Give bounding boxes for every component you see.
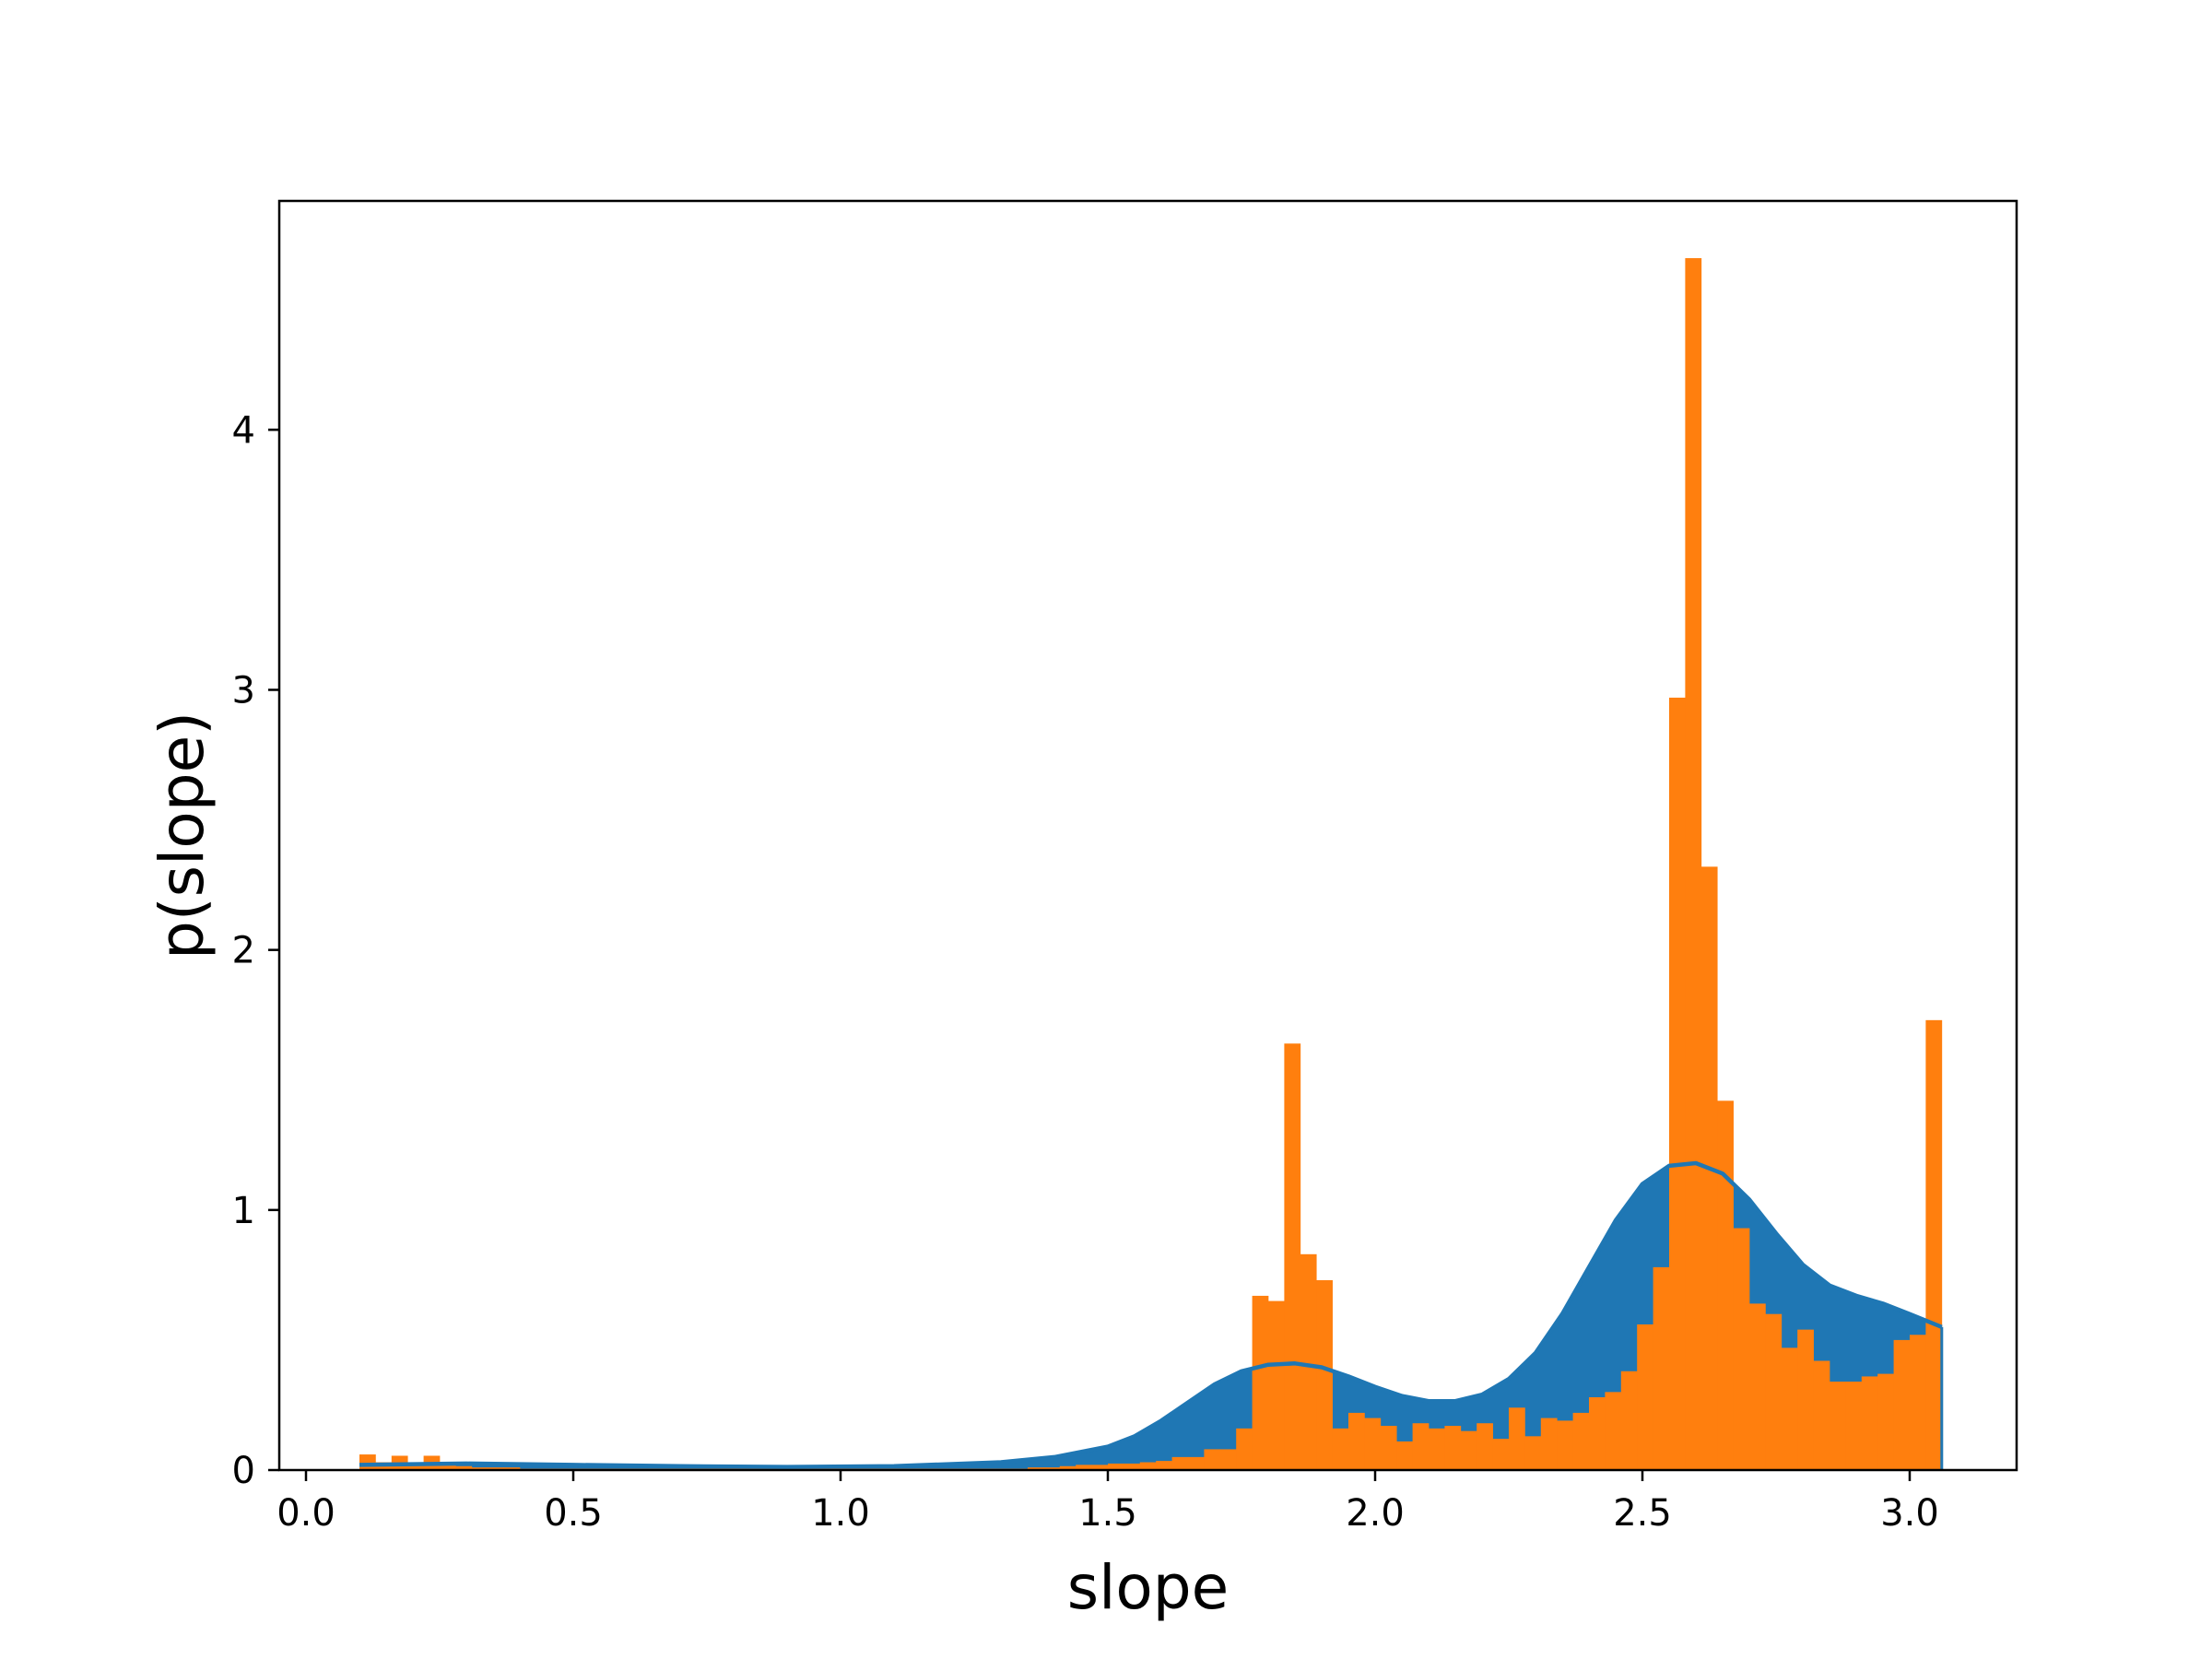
histogram-bar — [1925, 1019, 1943, 1470]
plot-area — [359, 258, 1944, 1471]
histogram-bar — [1316, 1280, 1333, 1470]
histogram-bar — [440, 1465, 456, 1470]
histogram-bar — [1524, 1436, 1542, 1470]
histogram-bar — [1204, 1449, 1221, 1470]
histogram-bar — [1605, 1392, 1622, 1470]
x-tick-label: 0.0 — [276, 1492, 335, 1535]
kde-curve — [359, 1160, 1943, 1469]
histogram-bar — [1572, 1412, 1590, 1470]
histogram-bar — [1444, 1426, 1462, 1470]
histogram-bar — [1813, 1360, 1830, 1470]
histogram-bar — [1637, 1324, 1653, 1470]
histogram-bar — [1219, 1449, 1237, 1470]
histogram-bar — [1348, 1412, 1365, 1470]
histogram-bar — [1252, 1295, 1269, 1470]
axis-ticks: 0.0 0.5 1.0 1.5 2.0 2.5 3.0 0 1 2 3 4 — [232, 409, 1939, 1535]
histogram-bar — [1059, 1465, 1077, 1470]
x-tick-label: 2.0 — [1346, 1492, 1405, 1535]
histogram-bar — [455, 1465, 473, 1470]
histogram-bar — [488, 1467, 504, 1470]
histogram-bar — [1620, 1371, 1638, 1470]
histogram-bar — [1091, 1465, 1109, 1470]
histogram-bar — [471, 1467, 488, 1470]
histogram-bar — [1460, 1430, 1477, 1470]
histogram-bar — [1717, 1100, 1734, 1470]
histogram-bar — [1171, 1456, 1189, 1470]
histogram-bar — [1845, 1382, 1863, 1470]
histogram-bar — [1396, 1441, 1413, 1470]
x-tick-label: 2.5 — [1613, 1492, 1672, 1535]
histogram-bar — [1765, 1313, 1783, 1470]
histogram-bar — [503, 1467, 521, 1470]
y-tick-label: 2 — [232, 930, 255, 972]
y-tick-label: 4 — [232, 409, 255, 452]
histogram-bar — [1861, 1376, 1878, 1470]
histogram-bar — [1492, 1439, 1510, 1470]
y-tick-label: 0 — [232, 1450, 255, 1492]
histogram-bar — [1797, 1329, 1814, 1470]
histogram-bar — [1781, 1347, 1798, 1470]
histogram-bar — [1429, 1428, 1445, 1470]
histogram-bar — [1830, 1382, 1846, 1470]
histogram-bar — [1910, 1335, 1926, 1470]
histogram-bar — [1877, 1373, 1894, 1470]
x-tick-label: 1.0 — [811, 1492, 870, 1535]
axes-frame — [277, 199, 2018, 1472]
y-tick-label: 3 — [232, 669, 255, 712]
y-tick-label: 1 — [232, 1190, 255, 1232]
histogram-bar — [1332, 1428, 1349, 1470]
histogram-bar — [1685, 258, 1702, 1471]
histogram-bar — [1653, 1266, 1670, 1470]
histogram-bar — [1669, 697, 1686, 1470]
x-tick-label: 1.5 — [1078, 1492, 1137, 1535]
x-tick-label: 3.0 — [1880, 1492, 1939, 1535]
histogram-bar — [1733, 1228, 1750, 1470]
histogram-bar — [1540, 1418, 1558, 1470]
histogram-bar — [1749, 1303, 1766, 1470]
histogram-bar — [1364, 1418, 1382, 1470]
x-tick-label: 0.5 — [544, 1492, 603, 1535]
histogram-bar — [1156, 1461, 1172, 1470]
histogram-bar — [1477, 1423, 1493, 1470]
histogram-bar — [1188, 1456, 1205, 1470]
histogram-bar — [1380, 1426, 1397, 1470]
histogram-bar — [1076, 1465, 1092, 1470]
histogram-bar — [1589, 1396, 1606, 1470]
y-axis-label: p(slope) — [147, 712, 218, 959]
histogram-bar — [1108, 1463, 1124, 1470]
histogram-bar — [1893, 1339, 1911, 1470]
histogram-bar — [1028, 1467, 1044, 1470]
histogram-bar — [1268, 1300, 1285, 1470]
kde-area — [359, 1163, 1942, 1470]
histogram-bar — [1300, 1253, 1317, 1470]
histogram-bar — [1236, 1428, 1253, 1470]
histogram-bar — [1557, 1420, 1573, 1470]
x-axis-label: slope — [1067, 1552, 1230, 1623]
histogram-bar — [1284, 1043, 1301, 1470]
histogram-bar — [1412, 1423, 1430, 1470]
histogram-bar — [1139, 1462, 1157, 1470]
histogram-bar — [1043, 1467, 1061, 1470]
histogram-bar — [359, 1454, 376, 1470]
histogram-bar — [1124, 1463, 1141, 1470]
histogram-bar — [1509, 1407, 1525, 1470]
